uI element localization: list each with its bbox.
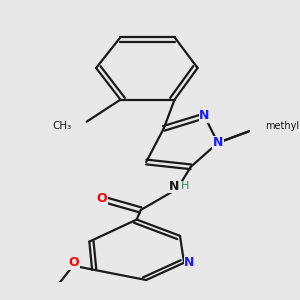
Text: N: N xyxy=(169,180,179,193)
Text: N: N xyxy=(199,110,209,122)
Text: N: N xyxy=(184,256,194,269)
Text: O: O xyxy=(68,256,79,269)
Text: O: O xyxy=(97,192,107,205)
Text: CH₃: CH₃ xyxy=(53,121,72,130)
Text: H: H xyxy=(181,181,189,191)
Text: methyl: methyl xyxy=(265,121,299,130)
Text: N: N xyxy=(213,136,223,149)
